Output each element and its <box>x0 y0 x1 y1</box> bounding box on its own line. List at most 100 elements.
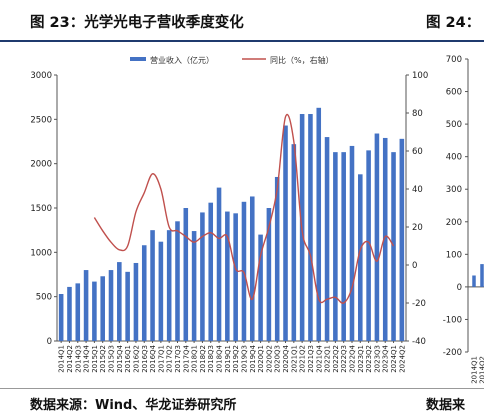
x-tick-label: 2018Q2 <box>199 345 207 373</box>
x-tick-label: 2023Q2 <box>365 345 373 373</box>
x-tick-label: 2023Q3 <box>373 345 381 373</box>
revenue-bar <box>67 286 72 341</box>
side-y-tick-label: 500 <box>446 120 462 130</box>
legend-bar-swatch <box>130 57 146 61</box>
x-tick-label: 2019Q1 <box>224 345 232 373</box>
data-source-right: 数据来 <box>426 398 466 413</box>
revenue-bar <box>341 152 346 341</box>
x-tick-label: 2017Q4 <box>182 344 190 372</box>
y-right-tick-label: 20 <box>412 223 423 233</box>
x-tick-label: 2020Q4 <box>282 344 290 372</box>
y-right-tick-label: 0 <box>412 261 417 271</box>
legend-line-label: 同比（%，右轴） <box>270 55 334 65</box>
x-tick-label: 2024Q2 <box>398 345 406 373</box>
yoy-growth-line <box>93 113 395 304</box>
y-left-tick-label: 0 <box>47 337 52 347</box>
revenue-bar <box>316 107 322 341</box>
side-bar <box>480 264 484 287</box>
x-tick-label: 2015Q2 <box>99 345 107 373</box>
x-tick-label: 2018Q3 <box>207 345 215 373</box>
x-tick-label: 2020Q2 <box>265 345 273 373</box>
revenue-bar <box>108 270 114 341</box>
data-source: 数据来源：Wind、华龙证券研究所 <box>30 398 237 413</box>
side-y-tick-label: 0 <box>457 283 462 293</box>
revenue-bar <box>83 270 89 341</box>
x-tick-label: 2021Q1 <box>290 345 298 373</box>
revenue-bar <box>258 234 263 341</box>
revenue-bar <box>274 176 280 341</box>
revenue-bar <box>158 241 164 341</box>
side-y-tick-label: 700 <box>446 55 462 65</box>
x-tick-label: 2022Q2 <box>332 345 340 373</box>
y-right-tick-label: 80 <box>412 109 423 119</box>
x-tick-label: 2017Q2 <box>166 345 174 373</box>
x-tick-label: 2021Q3 <box>307 345 315 373</box>
revenue-quarterly-chart: 营业收入（亿元） 同比（%，右轴） 0500100015002000250030… <box>30 55 484 384</box>
side-y-tick-label: 300 <box>446 185 462 195</box>
side-y-tick-label: 600 <box>446 88 462 98</box>
revenue-bar <box>366 150 371 341</box>
revenue-bar <box>399 138 405 341</box>
revenue-bar <box>382 137 388 341</box>
revenue-bar <box>125 271 130 341</box>
x-tick-label: 2022Q3 <box>340 345 348 373</box>
x-tick-label: 2014Q2 <box>66 345 74 373</box>
x-tick-label: 2018Q4 <box>216 344 224 372</box>
x-tick-label: 2022Q1 <box>324 345 332 373</box>
x-tick-label: 2023Q4 <box>382 344 390 372</box>
side-y-tick-label: 200 <box>446 218 462 228</box>
x-tick-label: 2015Q1 <box>91 345 99 373</box>
x-tick-label: 2019Q4 <box>249 344 257 372</box>
x-tick-label: 2017Q3 <box>174 345 182 373</box>
x-tick-label: 2015Q4 <box>116 344 124 372</box>
y-left-tick-label: 500 <box>36 293 52 303</box>
revenue-bar <box>166 230 172 341</box>
chart-legend: 营业收入（亿元） 同比（%，右轴） <box>130 55 334 65</box>
revenue-bar <box>374 133 380 341</box>
x-tick-label: 2016Q3 <box>141 345 149 373</box>
y-left-tick-label: 1500 <box>30 204 52 214</box>
revenue-bar <box>58 294 64 341</box>
y-left-tick-label: 3000 <box>30 71 52 81</box>
revenue-bar <box>183 208 189 341</box>
x-tick-label: 2014Q4 <box>83 344 91 372</box>
bottom-rule <box>0 388 484 389</box>
revenue-bar <box>117 262 122 341</box>
revenue-bar <box>266 208 272 341</box>
revenue-bar <box>291 144 297 341</box>
revenue-bar <box>191 231 197 341</box>
x-tick-label: 2014Q1 <box>58 345 66 373</box>
revenue-bar <box>391 152 396 341</box>
revenue-bar <box>150 230 155 341</box>
y-left-tick-label: 2000 <box>30 160 52 170</box>
revenue-bar <box>358 174 363 341</box>
y-right-tick-label: 40 <box>412 185 423 195</box>
x-tick-label: 2021Q2 <box>299 345 307 373</box>
revenue-bar <box>308 114 313 341</box>
revenue-bar <box>208 202 214 341</box>
y-right-tick-label: -20 <box>412 299 426 309</box>
figure-title-bar <box>0 0 484 42</box>
x-tick-label: 2016Q4 <box>149 344 157 372</box>
y-right-tick-label: 100 <box>412 71 428 81</box>
x-tick-label: 2016Q1 <box>124 345 132 373</box>
side-bar <box>472 275 476 287</box>
revenue-bar <box>225 211 230 341</box>
figure-title: 图 23：光学光电子营收季度变化 <box>30 15 244 31</box>
revenue-bar <box>324 137 330 341</box>
y-right-tick-label: -40 <box>412 337 426 347</box>
x-tick-label: 2021Q4 <box>315 344 323 372</box>
x-tick-label: 2014Q3 <box>74 345 82 373</box>
revenue-bar <box>283 125 288 341</box>
revenue-bar <box>92 281 97 341</box>
y-left-tick-label: 2500 <box>30 115 52 125</box>
revenue-bar <box>333 152 338 341</box>
revenue-bar <box>216 187 222 341</box>
revenue-bar <box>200 212 205 341</box>
side-y-tick-label: 400 <box>446 153 462 163</box>
x-tick-label: 2024Q1 <box>390 345 398 373</box>
revenue-bar <box>133 262 139 341</box>
x-tick-label: 2015Q3 <box>108 345 116 373</box>
x-tick-label: 2018Q1 <box>191 345 199 373</box>
revenue-bar <box>75 283 81 341</box>
